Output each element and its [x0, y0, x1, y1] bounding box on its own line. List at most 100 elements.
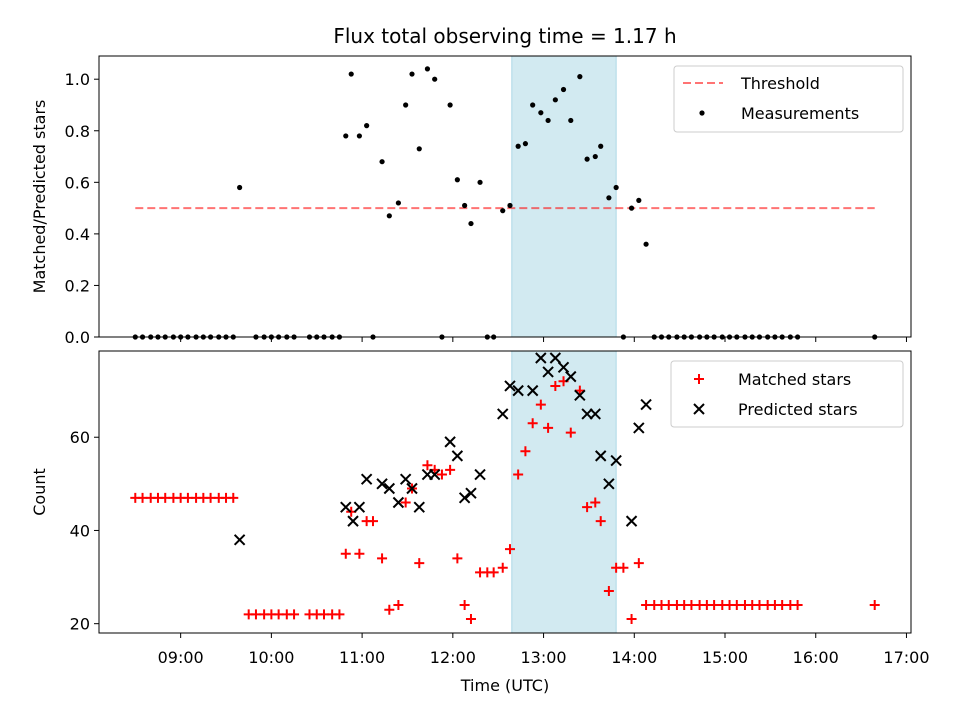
data-point: [367, 516, 378, 527]
x-tick-label: 13:00: [521, 648, 567, 667]
data-point: [643, 241, 649, 247]
data-point: [522, 141, 529, 147]
data-point: [458, 492, 471, 504]
data-point: [613, 184, 619, 191]
legend-handle: [693, 403, 705, 415]
data-point: [545, 117, 551, 124]
x-tick-label: 14:00: [611, 648, 657, 667]
data-point: [636, 197, 642, 203]
chart-title: Flux total observing time = 1.17 h: [333, 24, 676, 48]
x-tick-label: 10:00: [248, 648, 294, 667]
data-point: [595, 450, 607, 462]
data-point: [497, 562, 508, 573]
data-point: [538, 110, 544, 116]
data-point: [424, 66, 431, 72]
legend-label: Measurements: [741, 104, 859, 123]
data-point: [233, 534, 246, 546]
data-point: [452, 553, 463, 564]
data-point: [527, 418, 538, 429]
data-point: [364, 123, 370, 129]
y-tick-label: 0.4: [65, 225, 90, 244]
data-point: [589, 408, 601, 420]
data-point: [436, 469, 447, 480]
data-point: [237, 184, 243, 191]
data-point: [353, 501, 366, 513]
data-point: [347, 515, 359, 527]
y-tick-label: 0.0: [65, 328, 90, 347]
y-axis-label: Matched/Predicted stars: [30, 100, 49, 294]
data-point: [348, 71, 354, 77]
legend-label: Matched stars: [738, 370, 851, 389]
data-point: [590, 497, 601, 508]
data-point: [633, 558, 644, 569]
data-point: [488, 567, 499, 578]
data-point: [625, 515, 638, 527]
data-point: [595, 516, 606, 527]
x-tick-label: 12:00: [430, 648, 476, 667]
y-axis-label: Count: [30, 468, 49, 516]
data-point: [406, 482, 418, 495]
data-point: [393, 600, 404, 611]
data-point: [477, 179, 483, 185]
bottom-panel: 20 40 60 09:00 10:00 11:00 12:00 13:00 14:00 15:0…: [30, 350, 930, 667]
data-point: [445, 464, 456, 475]
x-tick-label: 17:00: [883, 648, 929, 667]
data-point: [581, 408, 593, 420]
data-point: [340, 501, 352, 513]
data-point: [422, 460, 433, 471]
data-point: [512, 384, 524, 397]
x-tick-label: 15:00: [702, 648, 748, 667]
data-point: [413, 501, 425, 513]
data-point: [530, 102, 536, 108]
data-point: [504, 544, 515, 555]
data-point: [400, 497, 411, 508]
data-point: [603, 478, 615, 490]
plot-frame: [98, 350, 912, 634]
data-point: [409, 71, 415, 77]
legend-handle: [699, 110, 705, 116]
data-point: [500, 208, 506, 214]
legend-handle: [694, 374, 704, 384]
data-point: [383, 482, 396, 495]
data-point: [542, 366, 554, 378]
data-point: [465, 614, 476, 625]
data-point: [577, 74, 583, 80]
data-point: [462, 202, 468, 209]
data-point: [444, 436, 456, 448]
y-tick-label: 20: [70, 615, 90, 634]
legend-label: Threshold: [740, 74, 820, 93]
data-point: [432, 76, 438, 82]
data-point: [377, 553, 388, 564]
top-panel: 0.0 0.2 0.4 0.6 0.8 1.0 Matched/Predicted star…: [30, 55, 912, 347]
data-point: [428, 468, 441, 481]
data-point: [550, 380, 561, 391]
data-point: [356, 133, 362, 139]
data-point: [565, 370, 577, 383]
data-point: [610, 454, 622, 467]
data-point: [535, 352, 547, 364]
data-point: [584, 156, 590, 162]
data-point: [354, 548, 365, 559]
data-point: [520, 446, 531, 457]
data-point: [552, 97, 558, 103]
data-point: [392, 496, 405, 509]
data-point: [526, 384, 539, 397]
y-tick-label: 40: [70, 521, 90, 540]
data-point: [549, 352, 562, 364]
data-point: [504, 380, 516, 392]
data-point: [416, 146, 422, 152]
legend-box: [670, 360, 904, 428]
data-point: [459, 600, 470, 611]
data-point: [565, 427, 576, 438]
legend: Threshold Measurements: [673, 65, 904, 133]
data-point: [451, 450, 464, 462]
y-tick-label: 0.6: [65, 173, 90, 192]
data-point: [376, 478, 388, 490]
legend-label: Predicted stars: [738, 400, 858, 419]
data-point: [399, 473, 412, 485]
data-point: [386, 213, 392, 219]
y-tick-label: 0.8: [65, 122, 90, 141]
x-tick-label: 11:00: [339, 648, 385, 667]
data-point: [568, 117, 574, 124]
